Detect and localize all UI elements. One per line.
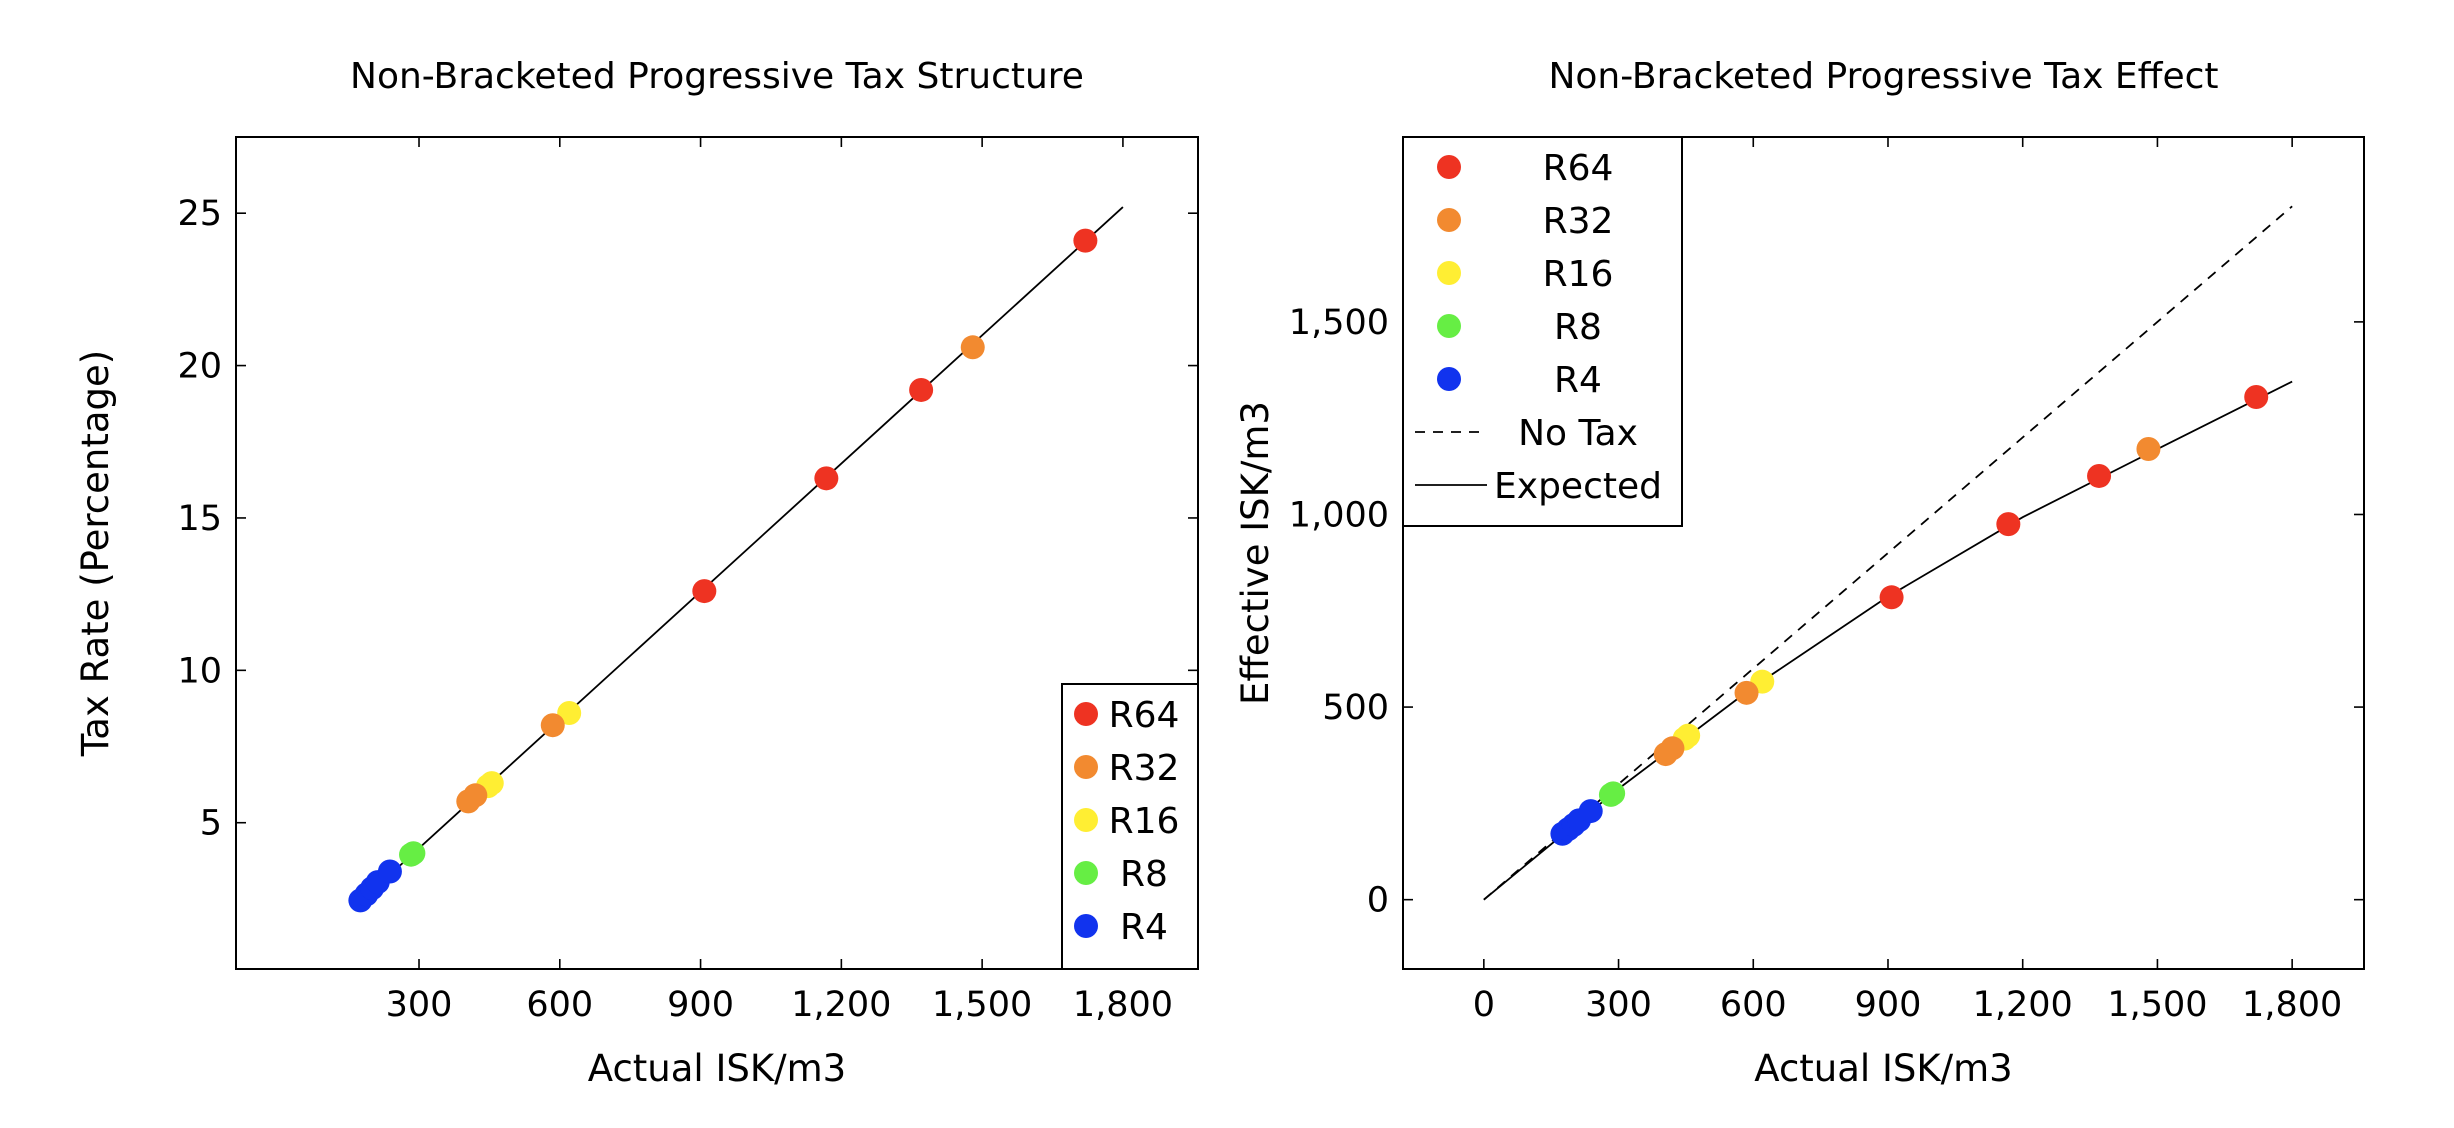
- legend-label-r32: R32: [1543, 201, 1614, 242]
- point-r32: [463, 783, 488, 808]
- legend-label-expected: Expected: [1494, 466, 1662, 507]
- x-tick-label: 600: [526, 985, 593, 1025]
- legend-label-r16: R16: [1109, 801, 1180, 842]
- point-r4: [377, 859, 402, 884]
- plot-area: [348, 206, 1124, 913]
- legend-marker-r64: [1074, 702, 1098, 726]
- legend-label-no-tax: No Tax: [1518, 413, 1638, 454]
- x-tick-label: 900: [667, 985, 734, 1025]
- legend-marker-r4: [1437, 367, 1461, 391]
- x-tick-label: 300: [386, 985, 453, 1025]
- chart-title: Non-Bracketed Progressive Tax Effect: [1548, 56, 2218, 97]
- point-r4: [1578, 799, 1603, 824]
- legend-marker-r8: [1437, 314, 1461, 338]
- x-tick-label: 1,500: [2107, 985, 2207, 1025]
- y-tick-label: 10: [177, 651, 222, 691]
- point-r64: [2087, 463, 2112, 488]
- point-r8: [1601, 781, 1626, 806]
- y-tick-label: 15: [177, 499, 222, 539]
- point-r64: [1073, 228, 1098, 253]
- x-axis-label: Actual ISK/m3: [1754, 1047, 2012, 1090]
- legend-marker-r64: [1437, 155, 1461, 179]
- legend-label-r8: R8: [1554, 307, 1602, 348]
- point-r64: [1879, 585, 1904, 610]
- y-tick-label: 1,000: [1289, 495, 1389, 535]
- y-tick-label: 20: [177, 347, 222, 387]
- legend-label-r16: R16: [1543, 254, 1614, 295]
- x-tick-label: 0: [1473, 985, 1495, 1025]
- x-tick-label: 300: [1585, 985, 1652, 1025]
- plot-frame: [235, 136, 1199, 970]
- point-r8: [401, 841, 426, 866]
- x-tick-label: 1,200: [1973, 985, 2073, 1025]
- plot-area: [1483, 205, 2293, 901]
- legend-label-r32: R32: [1109, 748, 1180, 789]
- y-tick-label: 0: [1367, 881, 1389, 921]
- point-r64: [1996, 512, 2021, 537]
- point-r64: [909, 377, 934, 402]
- point-r16: [557, 701, 582, 725]
- x-tick-label: 1,200: [791, 985, 891, 1025]
- y-tick-label: 25: [177, 194, 222, 234]
- legend-marker-r32: [1437, 208, 1461, 232]
- y-axis-label: Effective ISK/m3: [1234, 401, 1277, 705]
- x-tick-label: 1,800: [1073, 985, 1173, 1025]
- legend-label-r64: R64: [1543, 148, 1614, 189]
- x-tick-label: 900: [1855, 985, 1922, 1025]
- legend-marker-r4: [1074, 914, 1098, 938]
- legend-marker-r32: [1074, 755, 1098, 779]
- legend: R64 R32 R16 R8 R4: [1061, 683, 1199, 970]
- legend-label-r4: R4: [1120, 907, 1168, 948]
- y-tick-label: 500: [1322, 688, 1389, 728]
- legend-label-r8: R8: [1120, 854, 1168, 895]
- point-r32: [1734, 680, 1759, 705]
- point-r64: [814, 466, 839, 491]
- point-r32: [1660, 736, 1685, 761]
- y-tick-label: 1,500: [1289, 303, 1389, 343]
- legend-marker-r16: [1074, 808, 1098, 832]
- x-axis-label: Actual ISK/m3: [588, 1047, 846, 1090]
- chart-panel-2: Non-Bracketed Progressive Tax Effect 0 300…: [1234, 56, 2365, 1090]
- point-r32: [540, 713, 565, 738]
- point-r32: [960, 335, 985, 360]
- x-tick-label: 1,800: [2242, 985, 2342, 1025]
- point-r16: [479, 771, 504, 796]
- legend-marker-r8: [1074, 861, 1098, 885]
- plot-frame: [1402, 136, 2365, 970]
- y-axis-label: Tax Rate (Percentage): [74, 350, 117, 757]
- legend-label-r64: R64: [1109, 695, 1180, 736]
- legend: R64 R32 R16 R8 R4 No Tax Expected: [1402, 136, 1683, 527]
- legend-marker-r16: [1437, 261, 1461, 285]
- point-r64: [2244, 385, 2269, 409]
- y-tick-label: 5: [200, 804, 222, 844]
- point-r32: [2136, 437, 2161, 461]
- point-r64: [692, 579, 717, 604]
- legend-label-r4: R4: [1554, 360, 1602, 401]
- chart-panel-1: Non-Bracketed Progressive Tax Structure 3…: [74, 56, 1199, 1090]
- no-tax-line: [1483, 205, 2293, 901]
- x-tick-label: 1,500: [932, 985, 1032, 1025]
- x-tick-label: 600: [1720, 985, 1787, 1025]
- chart-title: Non-Bracketed Progressive Tax Structure: [350, 56, 1084, 97]
